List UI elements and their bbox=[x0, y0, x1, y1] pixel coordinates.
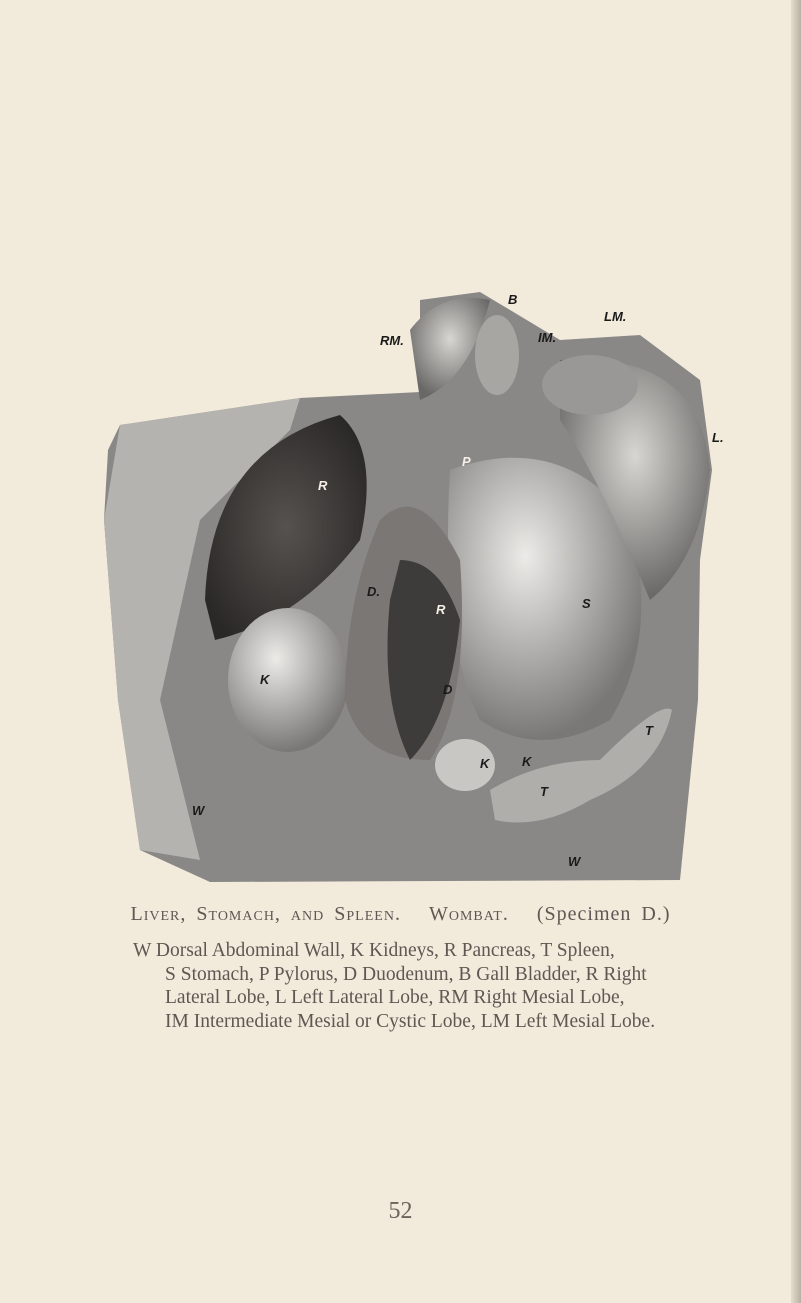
caption-line: Lateral Lobe, L Left Lateral Lobe, RM Ri… bbox=[165, 987, 625, 1008]
plate-label: B bbox=[508, 292, 517, 307]
plate-label: K bbox=[260, 672, 271, 687]
plate-label: R bbox=[436, 602, 446, 617]
plate-label: K bbox=[522, 754, 533, 769]
plate-label: D. bbox=[367, 584, 380, 599]
plate-label: T bbox=[645, 723, 654, 738]
page-number: 52 bbox=[388, 1198, 413, 1224]
specimen-text: (Specimen D.) bbox=[536, 903, 671, 925]
plate-label: W bbox=[192, 803, 206, 818]
page-edge bbox=[791, 0, 801, 1303]
caption-line: S Stomach, P Pylorus, D Duodenum, B Gall… bbox=[165, 963, 647, 985]
plate-label: RM. bbox=[380, 333, 404, 348]
caption-line: IM Intermediate Mesial or Cystic Lobe, L… bbox=[165, 1010, 656, 1032]
title-text: Liver, Stomach, and Spleen. bbox=[130, 903, 401, 925]
plate-label: IM. bbox=[538, 330, 556, 345]
plate-label: W bbox=[568, 854, 582, 869]
plate-label: L. bbox=[712, 430, 724, 445]
plate-label: LM. bbox=[604, 309, 626, 324]
caption-title: Liver, Stomach, and Spleen. Wombat. (Speci… bbox=[0, 903, 801, 926]
plate-label: D bbox=[443, 682, 453, 697]
plate-label: S bbox=[582, 596, 591, 611]
plate-label: P bbox=[462, 454, 471, 469]
caption-line: W Dorsal Abdominal Wall, K Kidneys, R Pa… bbox=[133, 940, 615, 961]
caption-text: W Dorsal Abdominal Wall, K Kidneys, R Pa… bbox=[133, 939, 655, 1033]
animal-text: Wombat. bbox=[428, 903, 509, 925]
plate-label: R bbox=[318, 478, 328, 493]
plate-label: T bbox=[540, 784, 549, 799]
plate-label: K bbox=[480, 756, 491, 771]
